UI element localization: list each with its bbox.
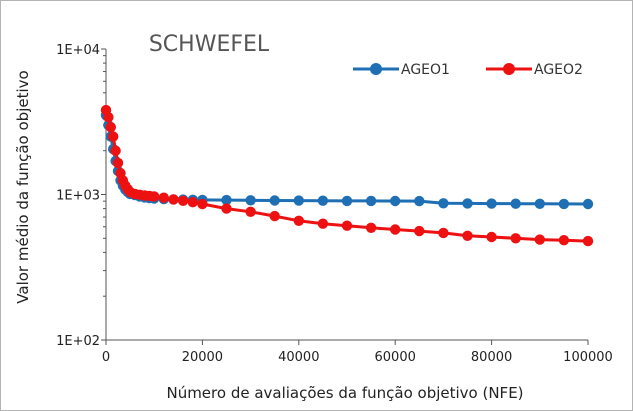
- data-point-ageo2: [414, 225, 425, 237]
- data-point-ageo2: [245, 206, 256, 217]
- data-point-ageo2: [462, 230, 473, 241]
- series-ageo2: [100, 104, 594, 247]
- y-axis-title: Valor médio da função objetivo: [14, 70, 32, 303]
- x-axis-title: Número de avaliações da função objetivo …: [166, 384, 523, 402]
- data-point-ageo2: [390, 224, 401, 235]
- x-tick-label: 0: [102, 350, 110, 365]
- chart-title: SCHWEFEL: [149, 32, 270, 57]
- data-point-ageo1: [293, 195, 304, 206]
- series-layer: [100, 104, 594, 247]
- data-point-ageo1: [245, 195, 256, 206]
- data-point-ageo2: [158, 192, 169, 203]
- data-point-ageo2: [510, 233, 521, 244]
- legend-label: AGEO2: [534, 62, 583, 78]
- data-point-ageo2: [112, 157, 124, 169]
- data-point-ageo2: [558, 235, 570, 246]
- legend-label: AGEO1: [401, 62, 450, 78]
- data-point-ageo1: [462, 198, 473, 209]
- data-point-ageo2: [105, 122, 117, 133]
- data-point-ageo2: [341, 220, 353, 231]
- data-point-ageo1: [438, 198, 449, 209]
- data-point-ageo2: [168, 194, 179, 205]
- data-point-ageo2: [177, 195, 189, 206]
- data-point-ageo2: [365, 222, 377, 233]
- data-point-ageo2: [187, 197, 198, 208]
- data-point-ageo1: [317, 195, 329, 206]
- data-point-ageo2: [149, 191, 160, 202]
- data-point-ageo2: [438, 227, 449, 239]
- x-tick-label: 40000: [278, 350, 319, 365]
- x-tick-label: 20000: [182, 350, 223, 365]
- series-line-ageo1: [104, 114, 589, 206]
- data-point-ageo2: [110, 145, 121, 156]
- data-point-ageo2: [103, 112, 114, 123]
- data-point-ageo1: [510, 198, 521, 209]
- data-point-ageo1: [414, 195, 425, 207]
- data-point-ageo2: [317, 218, 329, 229]
- data-point-ageo2: [486, 231, 497, 243]
- data-point-ageo2: [293, 215, 304, 226]
- legend-swatch-marker: [370, 63, 382, 75]
- data-point-ageo2: [108, 131, 119, 142]
- data-point-ageo2: [269, 210, 280, 222]
- y-tick-label: 1E+04: [56, 43, 100, 58]
- data-point-ageo1: [341, 195, 353, 207]
- legend: AGEO1 AGEO2: [353, 62, 583, 78]
- data-point-ageo2: [221, 203, 232, 214]
- data-point-ageo1: [221, 194, 232, 206]
- data-point-ageo2: [534, 234, 545, 245]
- data-point-ageo1: [365, 195, 377, 207]
- y-tick-label: 1E+03: [56, 189, 100, 204]
- data-point-ageo1: [390, 195, 401, 207]
- x-tick-label: 100000: [563, 350, 613, 365]
- data-point-ageo1: [486, 198, 497, 209]
- x-tick-label: 60000: [375, 350, 416, 365]
- legend-item-ageo2: AGEO2: [486, 62, 583, 78]
- data-point-ageo1: [269, 195, 280, 206]
- data-point-ageo1: [582, 198, 594, 210]
- data-point-ageo2: [582, 235, 594, 247]
- legend-swatch-marker: [503, 63, 515, 75]
- data-point-ageo2: [197, 198, 208, 210]
- y-tick-label: 1E+02: [56, 334, 100, 349]
- x-tick-label: 80000: [471, 350, 512, 365]
- data-point-ageo1: [534, 198, 545, 209]
- legend-item-ageo1: AGEO1: [353, 62, 450, 78]
- data-point-ageo1: [558, 198, 570, 210]
